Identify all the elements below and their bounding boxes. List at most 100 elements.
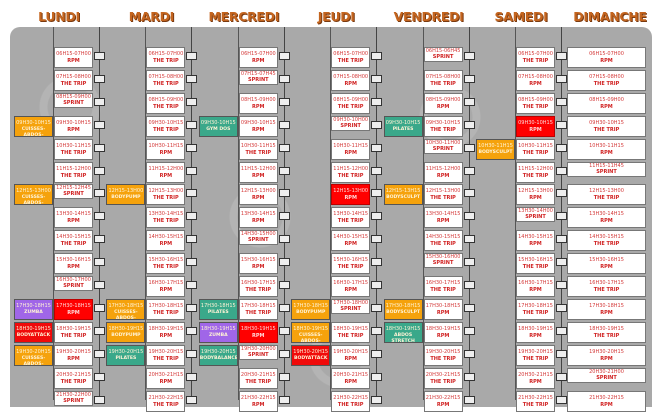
cycling-class-slot[interactable]: 21H30-22H15 RPM xyxy=(567,390,646,412)
group-class-slot[interactable]: 18H30-19H15 BODYPUMP xyxy=(106,321,146,343)
group-class-slot[interactable]: 12H15-13H15 BODYSCULPT xyxy=(383,184,423,206)
cycling-class-slot[interactable]: 16H30-17H00 SPRINT xyxy=(54,276,93,291)
group-class-slot[interactable]: 18H30-19H15 ABDOS STRETCH xyxy=(383,321,423,343)
cycling-class-slot[interactable]: 21H30-22H15 THE TRIP xyxy=(331,390,371,412)
cycling-class-slot[interactable]: 12H15-13H00 THE TRIP xyxy=(423,184,463,206)
group-class-slot[interactable]: 18H30-19H15 BODYATTACK xyxy=(14,321,53,343)
cycling-class-slot[interactable]: 08H15-09H00 SPRINT xyxy=(54,92,93,108)
cycling-class-slot[interactable]: 19H30-20H15 THE TRIP xyxy=(516,344,555,366)
cycling-class-slot[interactable]: 07H15-07H45 SPRINT xyxy=(238,69,278,85)
cycling-class-slot[interactable]: 14H30-15H15 THE TRIP xyxy=(54,230,93,252)
cycling-class-slot[interactable]: 20H30-21H00 SPRINT xyxy=(567,367,646,383)
cycling-class-slot[interactable]: 06H15-06H45 SPRINT xyxy=(423,47,463,62)
cycling-class-slot[interactable]: 10H30-11H15 THE TRIP xyxy=(238,138,278,160)
cycling-class-slot[interactable]: 06H15-07H00 RPM xyxy=(54,47,93,68)
cycling-class-slot[interactable]: 10H30-11H15 RPM xyxy=(331,138,371,160)
cycling-class-slot[interactable]: 12H15-13H00 RPM xyxy=(238,184,278,206)
cycling-class-slot[interactable]: 11H15-12H00 RPM xyxy=(238,161,278,183)
cycling-class-slot[interactable]: 13H30-14H15 RPM xyxy=(238,207,278,229)
cycling-class-slot[interactable]: 08H15-09H00 RPM xyxy=(567,92,646,114)
cycling-class-slot[interactable]: 19H30-20H15 RPM xyxy=(54,344,93,366)
cycling-class-slot[interactable]: 19H30-20H15 THE TRIP xyxy=(146,344,186,366)
cycling-class-slot[interactable]: 06H15-07H00 RPM xyxy=(567,47,646,68)
cycling-class-slot[interactable]: 20H30-21H15 RPM xyxy=(516,367,555,389)
cycling-class-slot[interactable]: 08H15-09H00 THE TRIP xyxy=(516,92,555,114)
cycling-class-slot[interactable]: 13H30-14H15 RPM xyxy=(54,207,93,229)
cycling-class-slot[interactable]: 07H15-08H00 THE TRIP xyxy=(146,69,186,91)
group-class-slot[interactable]: 17H30-18H15 BODYPUMP xyxy=(291,298,331,320)
cycling-class-slot[interactable]: 17H30-18H15 RPM xyxy=(54,298,93,320)
cycling-class-slot[interactable]: 14H30-15H15 RPM xyxy=(146,230,186,252)
cycling-class-slot[interactable]: 20H30-21H15 THE TRIP xyxy=(238,367,278,389)
cycling-class-slot[interactable]: 09H30-10H15 RPM xyxy=(238,115,278,137)
cycling-class-slot[interactable]: 08H15-09H00 RPM xyxy=(423,92,463,114)
cycling-class-slot[interactable]: 10H30-11H15 THE TRIP xyxy=(54,138,93,160)
cycling-class-slot[interactable]: 09H30-10H15 RPM xyxy=(516,115,555,137)
cycling-class-slot[interactable]: 06H15-07H00 THE TRIP xyxy=(516,47,555,68)
cycling-class-slot[interactable]: 20H30-21H15 RPM xyxy=(146,367,186,389)
cycling-class-slot[interactable]: 13H30-14H00 SPRINT xyxy=(516,207,555,223)
group-class-slot[interactable]: 09H30-10H15 PILATES xyxy=(383,115,423,137)
cycling-class-slot[interactable]: 14H30-15H15 THE TRIP xyxy=(567,230,646,252)
cycling-class-slot[interactable]: 17H30-18H15 THE TRIP xyxy=(146,298,186,320)
cycling-class-slot[interactable]: 08H15-09H00 THE TRIP xyxy=(331,92,371,114)
cycling-class-slot[interactable]: 20H30-21H15 RPM xyxy=(331,367,371,389)
cycling-class-slot[interactable]: 14H30-15H15 THE TRIP xyxy=(423,230,463,252)
cycling-class-slot[interactable]: 20H30-21H15 THE TRIP xyxy=(423,367,463,389)
cycling-class-slot[interactable]: 17H30-18H15 THE TRIP xyxy=(238,298,278,320)
group-class-slot[interactable]: 09H30-10H15 GYM DOS xyxy=(198,115,238,137)
cycling-class-slot[interactable]: 07H15-08H00 THE TRIP xyxy=(54,69,93,91)
cycling-class-slot[interactable]: 16H30-17H15 THE TRIP xyxy=(238,276,278,297)
cycling-class-slot[interactable]: 21H30-22H15 RPM xyxy=(238,390,278,412)
cycling-class-slot[interactable]: 16H30-17H15 RPM xyxy=(331,276,371,297)
cycling-class-slot[interactable]: 15H30-16H15 RPM xyxy=(567,253,646,275)
cycling-class-slot[interactable]: 21H30-22H00 SPRINT xyxy=(54,390,93,406)
cycling-class-slot[interactable]: 11H15-12H00 RPM xyxy=(146,161,186,183)
cycling-class-slot[interactable]: 13H30-14H15 THE TRIP xyxy=(146,207,186,229)
cycling-class-slot[interactable]: 13H30-14H15 RPM xyxy=(423,207,463,229)
cycling-class-slot[interactable]: 10H30-11H15 THE TRIP xyxy=(516,138,555,160)
cycling-class-slot[interactable]: 15H30-16H15 RPM xyxy=(54,253,93,275)
cycling-class-slot[interactable]: 12H15-13H00 RPM xyxy=(516,184,555,206)
cycling-class-slot[interactable]: 18H30-19H15 THE TRIP xyxy=(54,321,93,343)
cycling-class-slot[interactable]: 12H15-13H00 THE TRIP xyxy=(567,184,646,206)
cycling-class-slot[interactable]: 14H30-15H00 SPRINT xyxy=(238,230,278,246)
cycling-class-slot[interactable]: 15H30-16H15 THE TRIP xyxy=(516,253,555,275)
group-class-slot[interactable]: 19H30-20H15 PILATES xyxy=(106,344,146,366)
cycling-class-slot[interactable]: 14H30-15H15 RPM xyxy=(516,230,555,252)
cycling-class-slot[interactable]: 07H15-08H00 RPM xyxy=(516,69,555,91)
cycling-class-slot[interactable]: 17H30-18H15 RPM xyxy=(423,298,463,320)
cycling-class-slot[interactable]: 18H30-19H15 THE TRIP xyxy=(567,321,646,343)
cycling-class-slot[interactable]: 11H15-12H00 THE TRIP xyxy=(516,161,555,183)
cycling-class-slot[interactable]: 18H30-19H15 RPM xyxy=(516,321,555,343)
cycling-class-slot[interactable]: 10H30-11H15 RPM xyxy=(567,138,646,160)
cycling-class-slot[interactable]: 17H30-18H15 THE TRIP xyxy=(516,298,555,320)
cycling-class-slot[interactable]: 14H30-15H15 RPM xyxy=(331,230,371,252)
cycling-class-slot[interactable]: 18H30-19H15 RPM xyxy=(423,321,463,343)
group-class-slot[interactable]: 18H30-19H15 ZUMBA xyxy=(198,321,238,343)
group-class-slot[interactable]: 17H30-18H15 PILATES xyxy=(198,298,238,320)
cycling-class-slot[interactable]: 21H30-22H15 THE TRIP xyxy=(516,390,555,412)
cycling-class-slot[interactable]: 18H30-19H15 RPM xyxy=(238,321,278,343)
cycling-class-slot[interactable]: 15H30-16H15 THE TRIP xyxy=(146,253,186,275)
cycling-class-slot[interactable]: 12H15-13H00 RPM xyxy=(331,184,371,206)
cycling-class-slot[interactable]: 21H30-22H15 RPM xyxy=(423,390,463,412)
cycling-class-slot[interactable]: 16H30-17H15 RPM xyxy=(146,276,186,297)
cycling-class-slot[interactable]: 07H15-08H00 RPM xyxy=(331,69,371,91)
cycling-class-slot[interactable]: 09H30-10H15 THE TRIP xyxy=(146,115,186,137)
cycling-class-slot[interactable]: 16H30-17H15 THE TRIP xyxy=(423,276,463,297)
cycling-class-slot[interactable]: 17H30-18H15 RPM xyxy=(567,298,646,320)
cycling-class-slot[interactable]: 13H30-14H15 THE TRIP xyxy=(331,207,371,229)
cycling-class-slot[interactable]: 11H15-12H00 RPM xyxy=(423,161,463,183)
group-class-slot[interactable]: 12H15-13H00 BODYPUMP xyxy=(106,184,146,206)
cycling-class-slot[interactable]: 15H30-16H15 THE TRIP xyxy=(331,253,371,275)
cycling-class-slot[interactable]: 17H30-18H00 SPRINT xyxy=(331,298,371,314)
cycling-class-slot[interactable]: 07H15-08H00 THE TRIP xyxy=(423,69,463,91)
cycling-class-slot[interactable]: 13H30-14H15 RPM xyxy=(567,207,646,229)
group-class-slot[interactable]: 19H30-20H15 BODYBALANCE xyxy=(198,344,238,366)
cycling-class-slot[interactable]: 16H30-17H15 THE TRIP xyxy=(567,276,646,297)
